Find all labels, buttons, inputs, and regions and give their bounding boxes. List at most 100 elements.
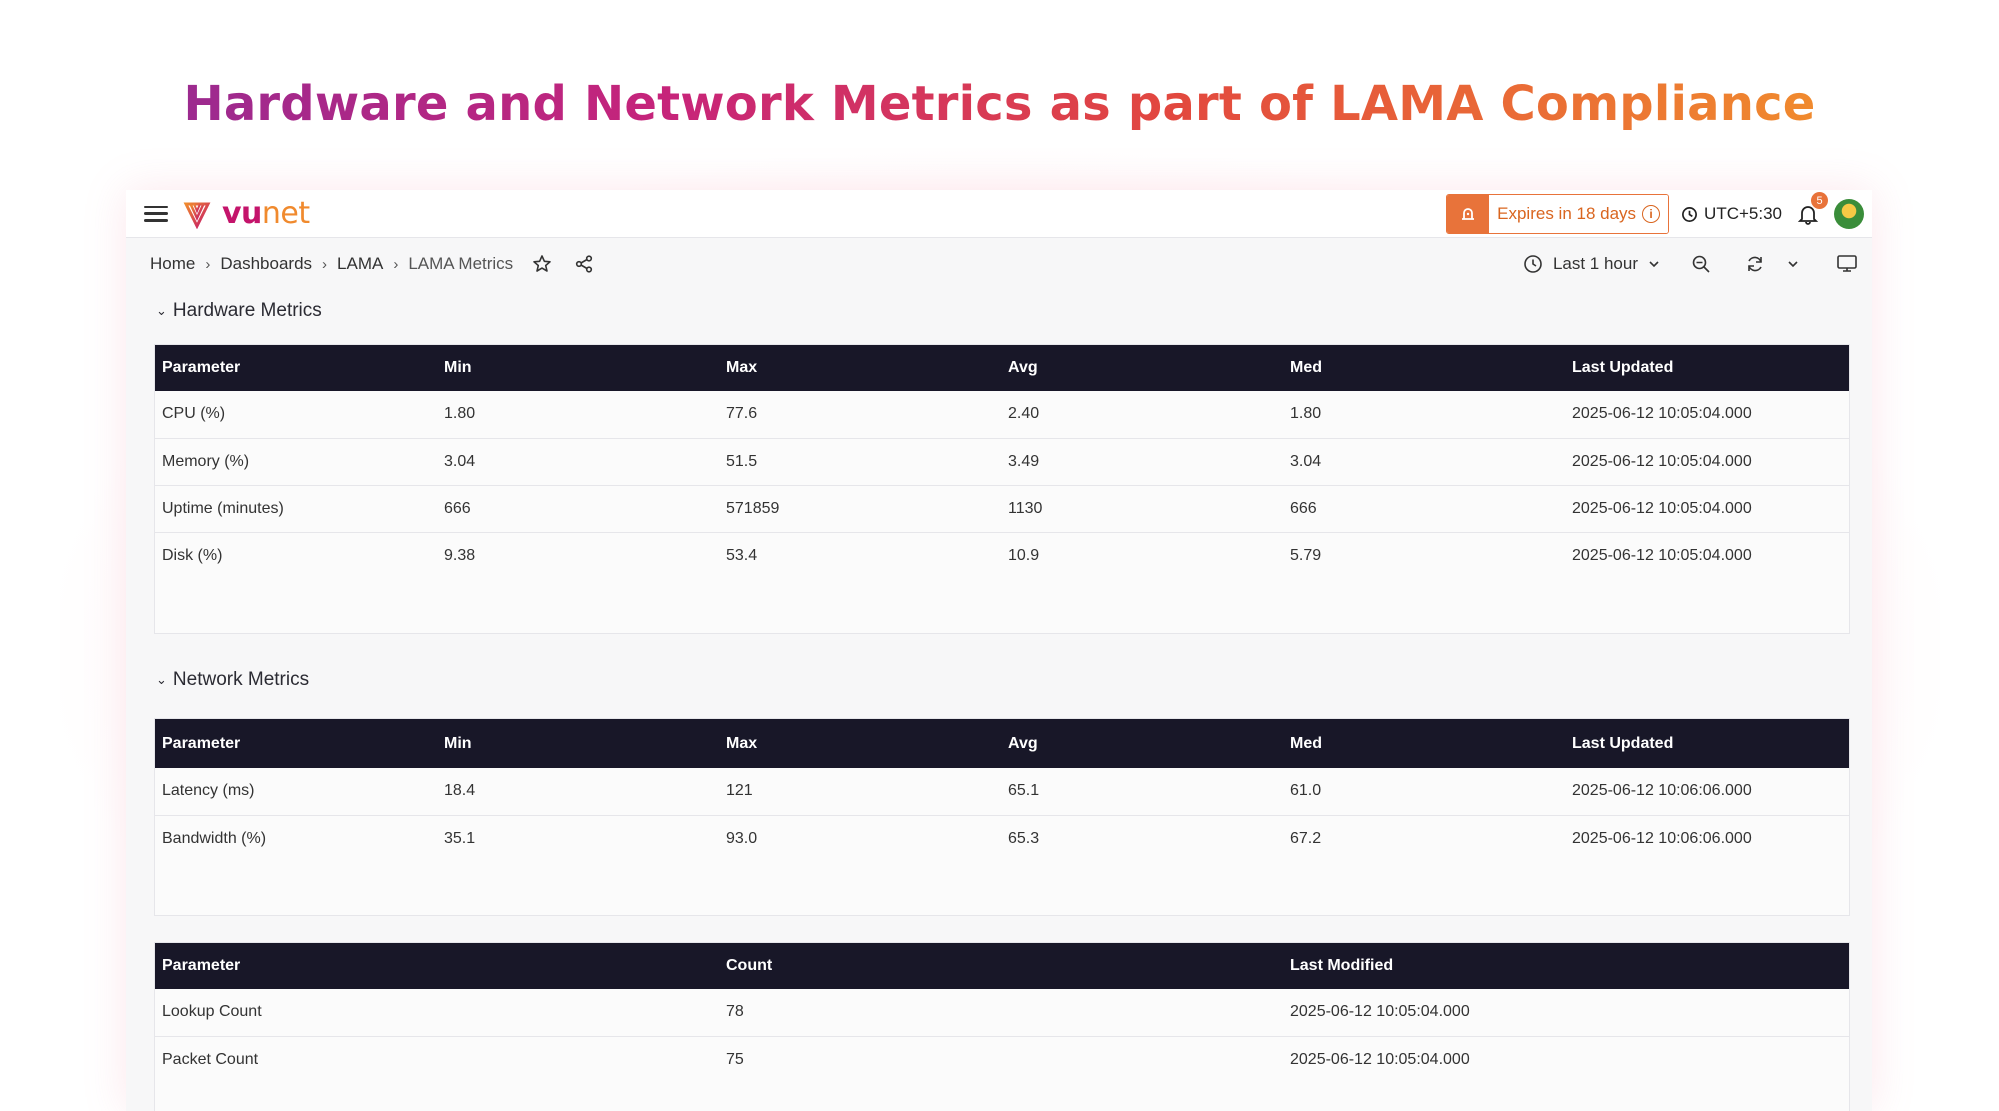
table-cell: Uptime (minutes) bbox=[155, 485, 437, 533]
breadcrumb: Home › Dashboards › LAMA › LAMA Metrics bbox=[150, 251, 597, 277]
breadcrumb-home[interactable]: Home bbox=[150, 254, 196, 273]
timezone-indicator[interactable]: UTC+5:30 bbox=[1681, 204, 1782, 224]
table-header-row: Parameter Min Max Avg Med Last Updated bbox=[155, 719, 1849, 768]
table-cell: 2025-06-12 10:05:04.000 bbox=[1565, 391, 1849, 439]
table-cell: 1130 bbox=[1001, 485, 1283, 533]
column-header-last-updated[interactable]: Last Updated bbox=[1572, 734, 1674, 752]
breadcrumb-lama[interactable]: LAMA bbox=[337, 254, 384, 273]
column-header-max[interactable]: Max bbox=[726, 359, 758, 376]
timezone-label: UTC+5:30 bbox=[1704, 204, 1782, 223]
table-cell: 35.1 bbox=[437, 815, 719, 862]
breadcrumb-separator: › bbox=[205, 255, 211, 273]
table-cell: 53.4 bbox=[719, 532, 1001, 579]
table-cell: 5.79 bbox=[1283, 532, 1565, 579]
table-cell: 1.80 bbox=[437, 391, 719, 439]
table-header-row: Parameter Min Max Avg Med Last Updated bbox=[155, 345, 1849, 391]
chevron-down-icon bbox=[1649, 261, 1659, 268]
table-cell: 571859 bbox=[719, 485, 1001, 533]
network-metrics-table: Parameter Min Max Avg Med Last Updated L… bbox=[155, 719, 1849, 862]
license-expiry-button[interactable]: Expires in 18 days i bbox=[1446, 194, 1670, 234]
chevron-down-icon: ⌄ bbox=[156, 303, 167, 318]
time-range-picker[interactable]: Last 1 hour bbox=[1523, 254, 1660, 274]
table-cell: 9.38 bbox=[437, 532, 719, 579]
column-header-avg[interactable]: Avg bbox=[1008, 359, 1038, 376]
column-header-max[interactable]: Max bbox=[726, 734, 758, 752]
table-cell: 65.3 bbox=[1001, 815, 1283, 862]
column-header-parameter[interactable]: Parameter bbox=[162, 359, 241, 376]
column-header-med[interactable]: Med bbox=[1290, 734, 1322, 752]
column-header-min[interactable]: Min bbox=[444, 734, 472, 752]
notification-badge: 5 bbox=[1811, 192, 1828, 209]
table-cell: 61.0 bbox=[1283, 768, 1565, 816]
refresh-icon[interactable] bbox=[1742, 251, 1768, 277]
clock-icon bbox=[1524, 255, 1542, 273]
table-cell: 2025-06-12 10:06:06.000 bbox=[1565, 768, 1849, 816]
table-cell: Latency (ms) bbox=[155, 768, 437, 816]
table-cell: 75 bbox=[719, 1036, 1283, 1083]
notifications-button[interactable]: 5 bbox=[1794, 192, 1828, 228]
share-icon[interactable] bbox=[571, 251, 597, 277]
column-header-med[interactable]: Med bbox=[1290, 359, 1322, 376]
column-header-min[interactable]: Min bbox=[444, 359, 472, 376]
table-cell: 121 bbox=[719, 768, 1001, 816]
table-cell: Bandwidth (%) bbox=[155, 815, 437, 862]
table-row: Disk (%) 9.38 53.4 10.9 5.79 2025-06-12 … bbox=[155, 532, 1849, 579]
hamburger-icon[interactable] bbox=[142, 203, 170, 225]
table-cell: 10.9 bbox=[1001, 532, 1283, 579]
avatar[interactable] bbox=[1834, 199, 1864, 229]
alert-icon bbox=[1447, 195, 1490, 233]
column-header-parameter[interactable]: Parameter bbox=[162, 734, 241, 752]
table-cell: 666 bbox=[437, 485, 719, 533]
hardware-section-header[interactable]: ⌄ Hardware Metrics bbox=[126, 291, 322, 331]
table-header-row: Parameter Count Last Modified bbox=[155, 943, 1849, 989]
column-header-parameter[interactable]: Parameter bbox=[162, 957, 241, 974]
table-row: CPU (%) 1.80 77.6 2.40 1.80 2025-06-12 1… bbox=[155, 391, 1849, 439]
count-metrics-panel: Parameter Count Last Modified Lookup Cou… bbox=[154, 942, 1850, 1111]
toolbar: Home › Dashboards › LAMA › LAMA Metrics … bbox=[126, 238, 1872, 290]
time-range-label: Last 1 hour bbox=[1552, 254, 1638, 273]
table-cell: 3.04 bbox=[437, 438, 719, 486]
hardware-metrics-table: Parameter Min Max Avg Med Last Updated C… bbox=[155, 345, 1849, 579]
table-cell: Memory (%) bbox=[155, 438, 437, 486]
table-row: Latency (ms) 18.4 121 65.1 61.0 2025-06-… bbox=[155, 768, 1849, 816]
table-cell: 65.1 bbox=[1001, 768, 1283, 816]
page-headline: Hardware and Network Metrics as part of … bbox=[183, 76, 1816, 132]
star-icon[interactable] bbox=[529, 251, 555, 277]
network-section-header[interactable]: ⌄ Network Metrics bbox=[126, 660, 309, 700]
breadcrumb-dashboards[interactable]: Dashboards bbox=[220, 254, 313, 273]
top-bar: vunet Expires in 18 days i UTC+5:30 5 bbox=[126, 190, 1872, 238]
hardware-metrics-panel: Parameter Min Max Avg Med Last Updated C… bbox=[154, 344, 1850, 634]
column-header-last-updated[interactable]: Last Updated bbox=[1572, 359, 1674, 376]
table-row: Lookup Count 78 2025-06-12 10:05:04.000 bbox=[155, 989, 1849, 1037]
table-cell: Lookup Count bbox=[155, 989, 719, 1037]
table-row: Uptime (minutes) 666 571859 1130 666 202… bbox=[155, 485, 1849, 533]
bell-icon bbox=[1797, 206, 1819, 225]
table-cell: 78 bbox=[719, 989, 1283, 1037]
table-cell: Packet Count bbox=[155, 1036, 719, 1083]
tv-mode-icon[interactable] bbox=[1834, 251, 1860, 277]
info-icon: i bbox=[1642, 205, 1661, 223]
table-cell: 77.6 bbox=[719, 391, 1001, 439]
table-cell: CPU (%) bbox=[155, 391, 437, 439]
table-cell: 2025-06-12 10:06:06.000 bbox=[1565, 815, 1849, 862]
breadcrumb-current: LAMA Metrics bbox=[408, 254, 514, 273]
column-header-count[interactable]: Count bbox=[726, 957, 773, 974]
table-cell: 1.80 bbox=[1283, 391, 1565, 439]
table-cell: 2025-06-12 10:05:04.000 bbox=[1565, 485, 1849, 533]
dashboard-window: vunet Expires in 18 days i UTC+5:30 5 Hom… bbox=[126, 190, 1872, 1111]
vunet-logo-text: vunet bbox=[222, 196, 310, 231]
column-header-last-modified[interactable]: Last Modified bbox=[1290, 957, 1394, 974]
zoom-out-icon[interactable] bbox=[1688, 251, 1714, 277]
table-cell: 2025-06-12 10:05:04.000 bbox=[1283, 1036, 1849, 1083]
table-cell: 18.4 bbox=[437, 768, 719, 816]
table-cell: 93.0 bbox=[719, 815, 1001, 862]
vunet-logo-icon bbox=[183, 202, 211, 229]
table-cell: 2025-06-12 10:05:04.000 bbox=[1565, 438, 1849, 486]
column-header-avg[interactable]: Avg bbox=[1008, 734, 1038, 752]
table-row: Bandwidth (%) 35.1 93.0 65.3 67.2 2025-0… bbox=[155, 815, 1849, 862]
network-section-title: Network Metrics bbox=[172, 669, 310, 690]
count-metrics-table: Parameter Count Last Modified Lookup Cou… bbox=[155, 943, 1849, 1083]
refresh-interval-chevron-down-icon[interactable] bbox=[1780, 251, 1806, 277]
breadcrumb-separator: › bbox=[322, 255, 328, 273]
breadcrumb-separator: › bbox=[393, 255, 399, 273]
